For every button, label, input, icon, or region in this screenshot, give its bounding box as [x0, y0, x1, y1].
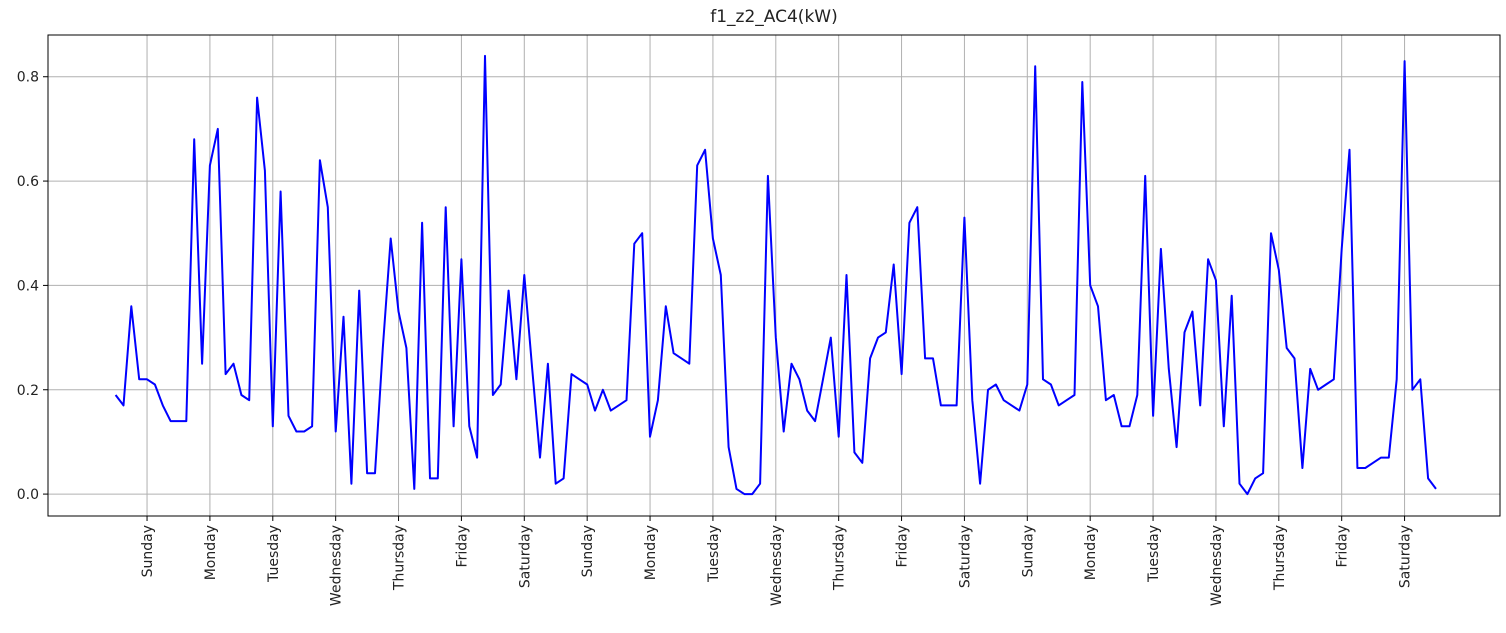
x-tick-label: Monday [203, 525, 219, 580]
x-tick-label: Friday [454, 525, 470, 567]
x-tick-label: Monday [643, 525, 659, 580]
x-tick-label: Saturday [1398, 525, 1414, 588]
y-tick-label: 0.0 [17, 487, 39, 503]
x-tick-label: Sunday [140, 525, 156, 577]
x-tick-label: Tuesday [266, 525, 282, 583]
x-tick-label: Monday [1083, 525, 1099, 580]
y-tick-label: 0.4 [17, 278, 39, 294]
y-tick-label: 0.8 [17, 70, 39, 86]
x-tick-label: Wednesday [769, 525, 785, 606]
x-tick-label: Tuesday [1146, 525, 1162, 583]
x-tick-label: Friday [1335, 525, 1351, 567]
x-tick-label: Saturday [517, 525, 533, 588]
x-tick-label: Friday [895, 525, 911, 567]
plot-frame [47, 34, 1501, 517]
x-tick-label: Thursday [392, 525, 408, 591]
x-tick-label: Sunday [1020, 525, 1036, 577]
chart-title: f1_z2_AC4(kW) [710, 7, 837, 27]
data-line [114, 54, 1437, 496]
x-tick-label: Wednesday [1209, 525, 1225, 606]
x-tick-label: Sunday [580, 525, 596, 577]
y-tick-label: 0.2 [17, 383, 39, 399]
y-tick-label: 0.6 [17, 174, 39, 190]
x-tick-label: Saturday [957, 525, 973, 588]
x-tick-label: Thursday [832, 525, 848, 591]
x-tick-label: Tuesday [706, 525, 722, 583]
x-tick-label: Wednesday [329, 525, 345, 606]
x-tick-label: Thursday [1272, 525, 1288, 591]
